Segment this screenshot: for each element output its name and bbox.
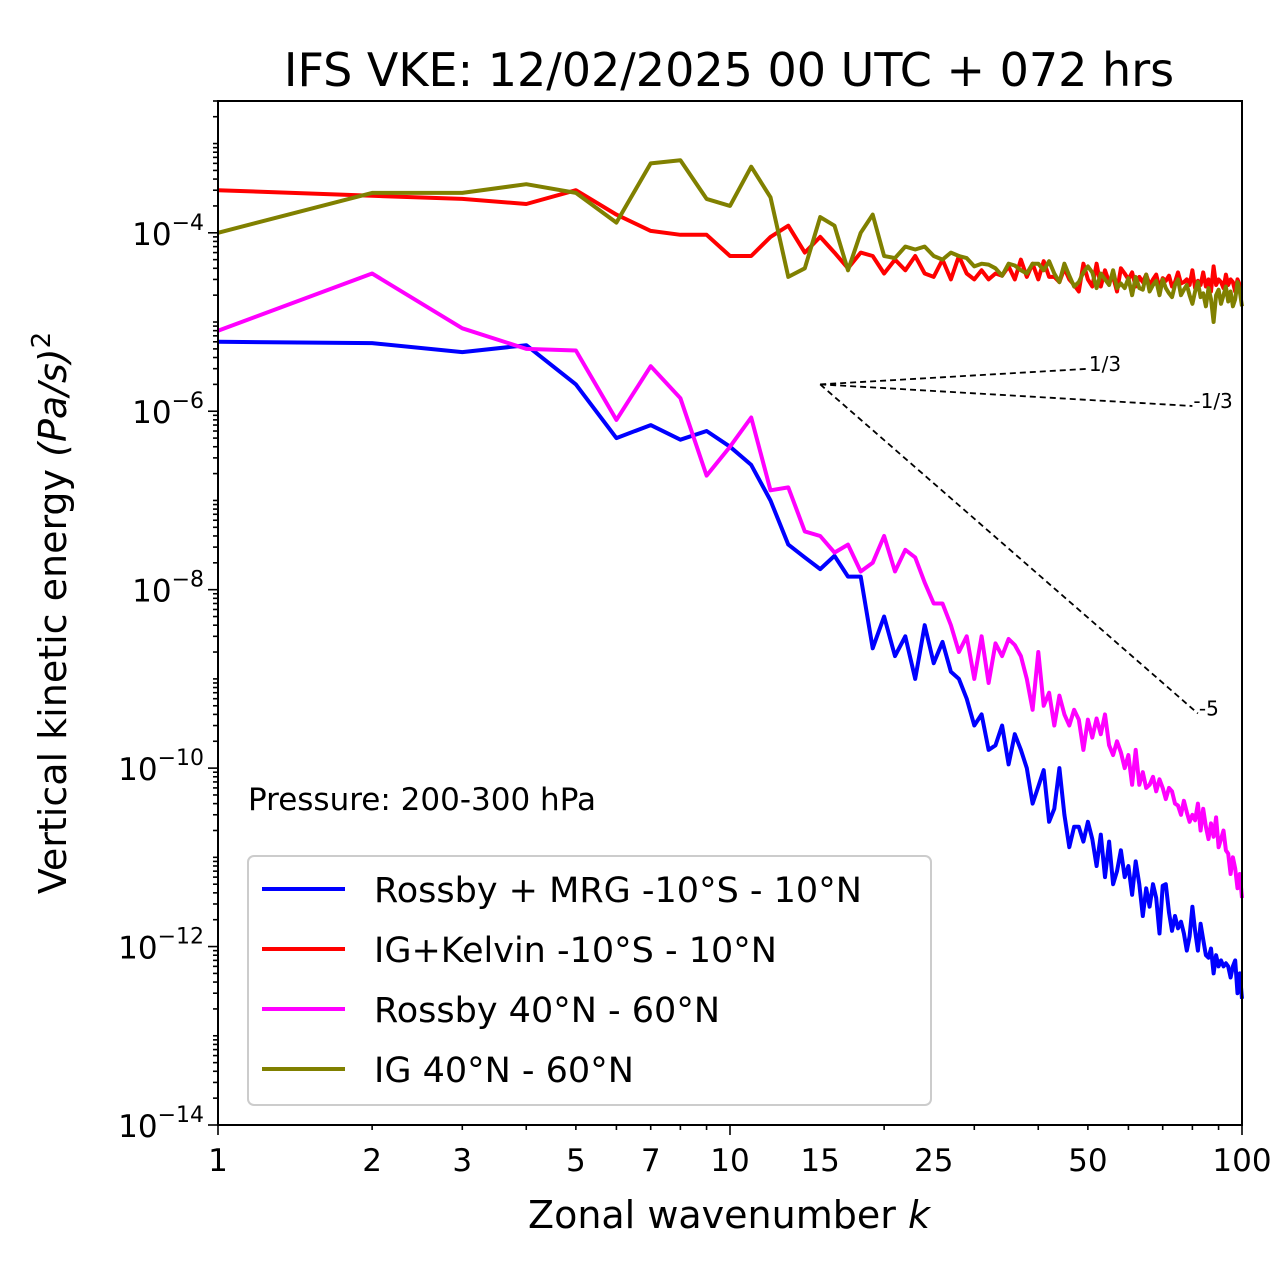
slope-label-2: -1/3 — [1193, 389, 1232, 413]
slope-line-3 — [819, 383, 1199, 715]
legend: Rossby + MRG -10°S - 10°N IG+Kelvin -10°S… — [247, 855, 932, 1106]
x-tick-label: 15 — [800, 1143, 839, 1179]
slope-label-3: -5 — [1199, 696, 1219, 720]
y-axis-label-exponent: 2 — [27, 332, 57, 349]
y-tick-exponent: −10 — [158, 746, 204, 771]
legend-items: Rossby + MRG -10°S - 10°N IG+Kelvin -10°S… — [262, 871, 862, 1091]
y-axis-label-units: (Pa/s) — [31, 348, 75, 456]
series-line-3 — [217, 271, 1244, 899]
y-tick-exponent: −4 — [172, 211, 204, 236]
y-tick-base: 10 — [132, 395, 171, 431]
legend-label-4: IG 40°N - 60°N — [374, 1051, 634, 1091]
series-line-1 — [217, 339, 1244, 999]
x-tick-label: 5 — [566, 1143, 586, 1179]
legend-label-1: Rossby + MRG -10°S - 10°N — [374, 871, 862, 911]
x-axis-label: Zonal wavenumber k — [528, 1193, 932, 1237]
y-tick-base: 10 — [118, 931, 157, 967]
y-axis-label-text: Vertical kinetic energy — [31, 469, 75, 894]
series-layer — [217, 158, 1244, 999]
legend-label-3: Rossby 40°N - 60°N — [374, 991, 720, 1031]
y-tick-label: 10−8 — [132, 568, 204, 610]
slope-label-1: 1/3 — [1089, 352, 1121, 376]
series-line-2 — [217, 188, 1244, 294]
x-axis-label-variable: k — [908, 1193, 932, 1237]
x-tick-label: 10 — [710, 1143, 749, 1179]
x-tick-label: 25 — [914, 1143, 953, 1179]
slope-line-1 — [820, 367, 1088, 386]
x-tick-label: 2 — [362, 1143, 382, 1179]
y-tick-label: 10−12 — [118, 925, 204, 967]
y-tick-exponent: −14 — [158, 1103, 204, 1128]
slope-reference-lines: 1/3 -1/3 -5 — [819, 352, 1233, 720]
chart-title: IFS VKE: 12/02/2025 00 UTC + 072 hrs — [284, 43, 1174, 97]
y-tick-label: 10−4 — [132, 211, 204, 253]
y-tick-base: 10 — [132, 217, 171, 253]
y-tick-base: 10 — [118, 1109, 157, 1145]
series-line-4 — [217, 158, 1244, 324]
slope-line-2 — [820, 383, 1193, 407]
legend-box — [247, 855, 932, 1106]
y-tick-base: 10 — [132, 574, 171, 610]
x-tick-label: 7 — [641, 1143, 661, 1179]
y-tick-label: 10−10 — [118, 746, 204, 788]
y-tick-base: 10 — [118, 752, 157, 788]
x-tick-label: 50 — [1068, 1143, 1107, 1179]
y-tick-exponent: −12 — [158, 925, 204, 950]
legend-label-2: IG+Kelvin -10°S - 10°N — [374, 931, 777, 971]
x-axis-label-text: Zonal wavenumber — [528, 1193, 896, 1237]
x-tick-label: 3 — [452, 1143, 472, 1179]
y-tick-label: 10−6 — [132, 389, 204, 431]
y-tick-exponent: −8 — [172, 568, 204, 593]
y-tick-exponent: −6 — [172, 389, 204, 414]
x-axis-ticks: 1 2 3 5 7 10 15 25 50 100 — [208, 1125, 1272, 1179]
x-tick-label: 100 — [1212, 1143, 1271, 1179]
y-axis-label: Vertical kinetic energy (Pa/s)2 — [27, 332, 75, 894]
pressure-annotation: Pressure: 200-300 hPa — [248, 782, 596, 818]
y-tick-label: 10−14 — [118, 1103, 204, 1145]
x-tick-label: 1 — [208, 1143, 228, 1179]
